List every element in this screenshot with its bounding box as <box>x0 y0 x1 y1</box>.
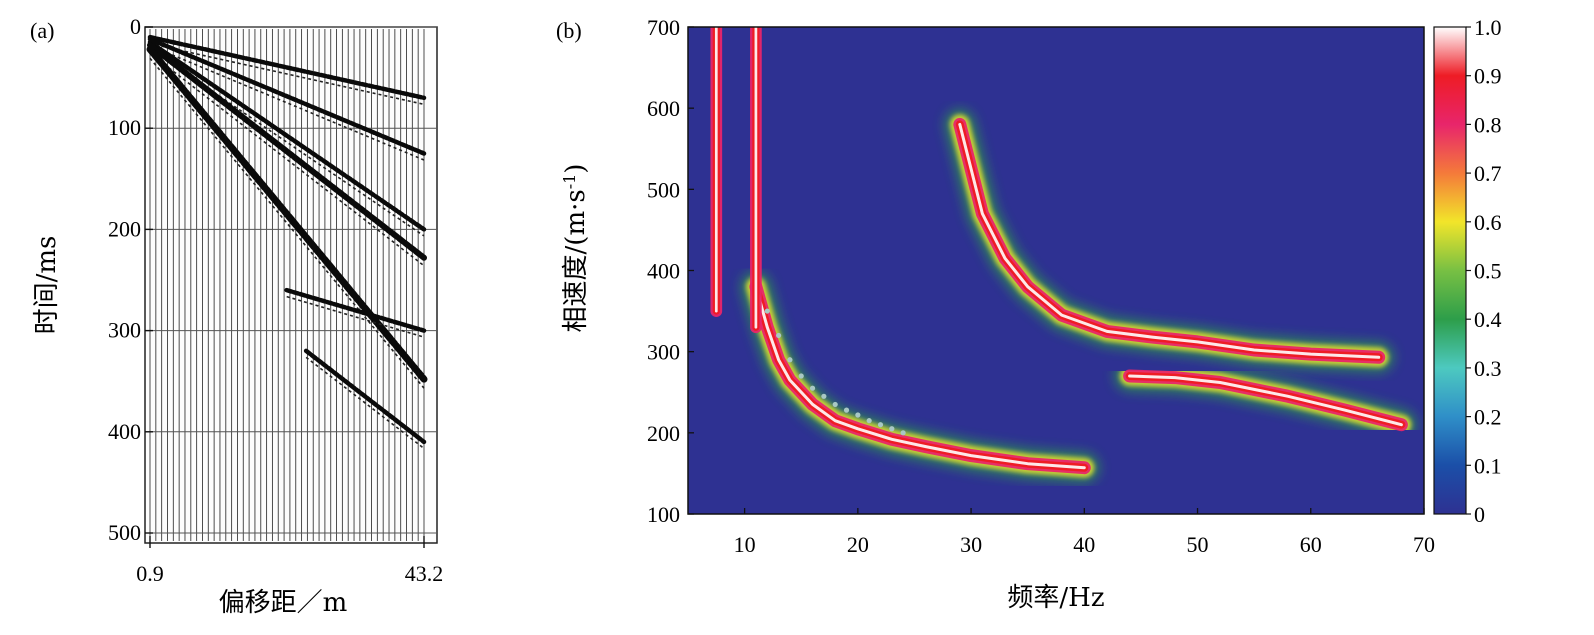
picked-point <box>832 401 838 408</box>
seismic-event <box>284 287 427 333</box>
frequency-axis-ticks: 10 20 30 40 50 60 70 <box>734 508 1435 557</box>
panel-a-label: (a) <box>30 18 54 43</box>
colorbar-ticks: 0 0.1 0.2 0.3 0.4 0.5 0.6 0.7 0.8 0.9 1.0 <box>1466 15 1502 527</box>
picked-point <box>866 418 872 424</box>
offset-axis-title: 偏移距／m <box>219 588 348 618</box>
dispersion-ridge <box>958 122 1381 359</box>
frequency-tick-label: 60 <box>1300 532 1322 557</box>
seismic-event <box>147 34 427 101</box>
picked-point <box>855 412 861 418</box>
picked-point <box>889 426 895 432</box>
picked-point <box>809 385 816 391</box>
seismogram-frame <box>144 26 438 544</box>
colorbar-tick-label: 0.1 <box>1474 453 1502 478</box>
velocity-tick-label: 700 <box>647 15 680 40</box>
picked-point <box>877 422 884 428</box>
seismogram-panel: 0 100 200 300 400 500 0.9 43.2 时间/ms 偏移距／m <box>32 14 443 618</box>
colorbar-tick-label: 0.6 <box>1474 210 1502 235</box>
colorbar <box>1433 26 1467 515</box>
seismic-event <box>303 348 427 445</box>
frequency-tick-label: 70 <box>1413 532 1435 557</box>
velocity-tick-label: 500 <box>647 177 680 202</box>
frequency-tick-label: 50 <box>1187 532 1209 557</box>
seismic-event-tail <box>149 42 425 106</box>
seismic-event-tail <box>149 52 425 267</box>
picked-point <box>900 430 906 436</box>
colorbar-tick-label: 0.4 <box>1474 307 1502 332</box>
colorbar-tick-label: 0.5 <box>1474 259 1502 284</box>
picked-point <box>821 393 827 399</box>
frequency-tick-label: 10 <box>734 532 756 557</box>
seismic-event <box>147 42 427 261</box>
velocity-tick-label: 200 <box>647 421 680 446</box>
velocity-tick-label: 600 <box>647 96 680 121</box>
time-tick-label: 300 <box>108 318 141 343</box>
colorbar-tick-label: 0 <box>1474 502 1485 527</box>
seismic-event <box>147 36 427 156</box>
colorbar-tick-label: 1.0 <box>1474 15 1502 40</box>
frequency-tick-label: 20 <box>847 532 869 557</box>
frequency-tick-label: 30 <box>960 532 982 557</box>
picked-point <box>843 407 850 413</box>
colorbar-tick-label: 0.8 <box>1474 112 1502 137</box>
velocity-tick-label: 100 <box>647 502 680 527</box>
time-axis-ticks: 0 100 200 300 400 500 <box>108 14 153 545</box>
time-tick-label: 400 <box>108 419 141 444</box>
time-tick-label: 200 <box>108 216 141 241</box>
panel-b-label: (b) <box>556 18 582 43</box>
colorbar-tick-label: 0.7 <box>1474 161 1502 186</box>
time-tick-label: 500 <box>108 520 141 545</box>
time-tick-label: 100 <box>108 115 141 140</box>
seismic-event <box>146 45 428 383</box>
dispersion-background <box>688 27 1424 514</box>
picked-points <box>764 308 906 436</box>
colorbar-tick-label: 0.3 <box>1474 356 1502 381</box>
offset-tick-label: 43.2 <box>405 561 444 586</box>
picked-point <box>764 308 770 314</box>
offset-axis-ticks: 0.9 43.2 <box>136 536 443 586</box>
time-gridlines <box>145 26 437 534</box>
picked-point <box>787 357 793 363</box>
dispersion-panel: 10 20 30 40 50 60 70 100 200 300 400 500 600 700 频率/… <box>560 15 1502 613</box>
dispersion-energy <box>702 27 1417 483</box>
velocity-tick-label: 300 <box>647 340 680 365</box>
velocity-axis-title: 相速度/(m·s-1) <box>560 164 591 333</box>
time-tick-label: 0 <box>130 14 141 39</box>
velocity-axis-ticks: 100 200 300 400 500 600 700 <box>647 15 694 527</box>
picked-point <box>775 332 782 339</box>
picked-point <box>798 373 804 379</box>
seismic-event <box>147 39 427 232</box>
seismogram-events <box>146 34 428 450</box>
frequency-tick-label: 40 <box>1073 532 1095 557</box>
velocity-tick-label: 400 <box>647 259 680 284</box>
seismic-event-tail <box>305 356 425 450</box>
colorbar-tick-label: 0.9 <box>1474 64 1502 89</box>
dispersion-ridge <box>1128 374 1403 427</box>
dispersion-ridge <box>754 285 1086 470</box>
colorbar-tick-label: 0.2 <box>1474 405 1502 430</box>
offset-tick-label: 0.9 <box>136 561 164 586</box>
seismic-event-tail <box>149 44 425 161</box>
time-axis-title: 时间/ms <box>32 236 62 335</box>
frequency-axis-title: 频率/Hz <box>1007 583 1104 613</box>
